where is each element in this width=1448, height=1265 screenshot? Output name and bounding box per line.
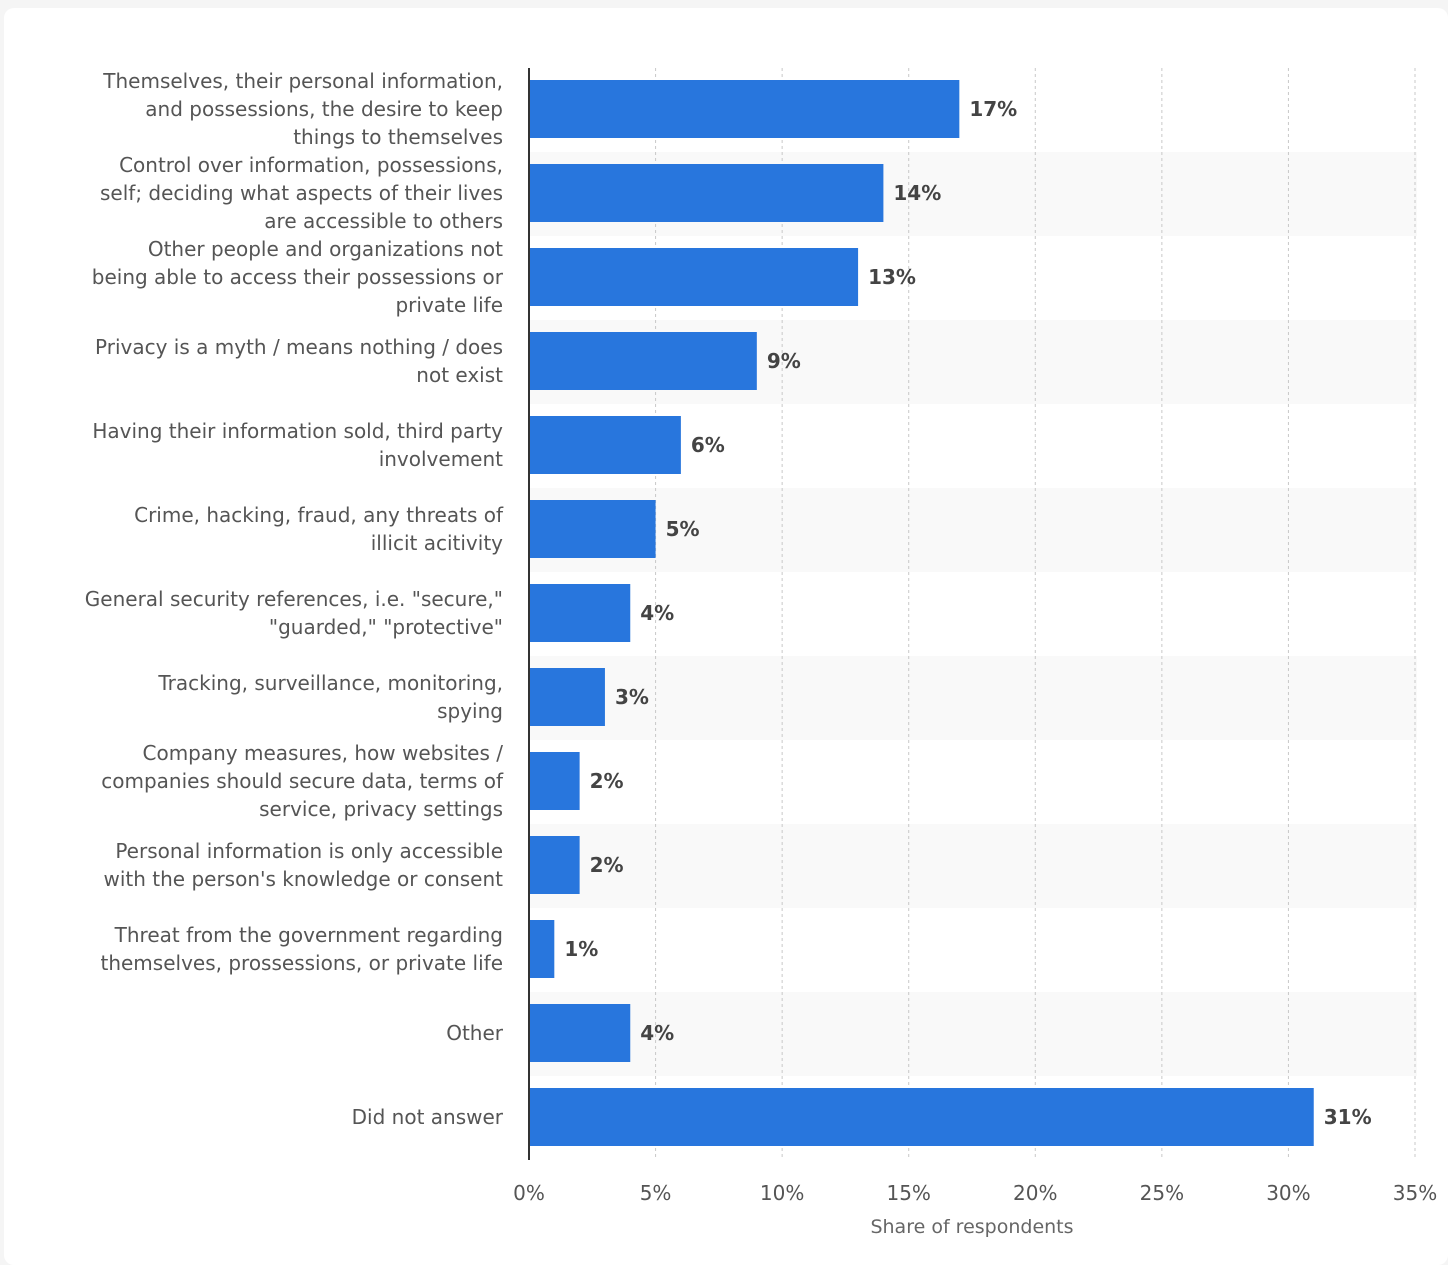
x-tick-labels: 0% 5% 10% 15% 20% 25% 30% 35% <box>513 1181 1437 1205</box>
value-label: 3% <box>615 685 649 709</box>
category-label: Other <box>446 1021 504 1045</box>
bar[interactable] <box>529 164 884 222</box>
bar[interactable] <box>529 1004 631 1062</box>
x-tick-label: 30% <box>1266 1181 1310 1205</box>
category-labels: Themselves, their personal information, a… <box>85 69 504 1129</box>
value-labels: 17% 14% 13% 9% 6% 5% 4% 3% 2% 2% 1% 4% 31% <box>564 97 1371 1129</box>
category-label: General security references, i.e. "secur… <box>85 587 503 639</box>
category-label: Company measures, how websites / companie… <box>101 741 504 821</box>
row-band <box>529 824 1417 908</box>
value-label: 17% <box>969 97 1017 121</box>
value-label: 4% <box>640 601 674 625</box>
bar[interactable] <box>529 332 757 390</box>
category-label: Privacy is a myth / means nothing / does… <box>95 335 503 387</box>
category-label: Having their information sold, third par… <box>92 419 503 471</box>
row-band <box>529 488 1417 572</box>
category-label: Tracking, surveillance, monitoring, spyin… <box>157 671 503 723</box>
category-label: Control over information, possessions, se… <box>100 153 503 233</box>
category-label: Did not answer <box>352 1105 504 1129</box>
bars <box>529 80 1314 1146</box>
value-label: 9% <box>767 349 801 373</box>
bar[interactable] <box>529 248 859 306</box>
x-tick-label: 10% <box>760 1181 804 1205</box>
bar[interactable] <box>529 752 580 810</box>
x-tick-label: 5% <box>640 1181 672 1205</box>
x-tick-label: 0% <box>513 1181 545 1205</box>
category-label: Threat from the government regarding them… <box>100 923 503 975</box>
category-label: Personal information is only accessible w… <box>103 839 503 891</box>
value-label: 13% <box>868 265 916 289</box>
value-label: 2% <box>590 769 624 793</box>
x-tick-label: 35% <box>1393 1181 1437 1205</box>
row-band <box>529 656 1417 740</box>
bar[interactable] <box>529 836 580 894</box>
bar[interactable] <box>529 584 631 642</box>
bar[interactable] <box>529 668 605 726</box>
bar[interactable] <box>529 500 656 558</box>
bar[interactable] <box>529 416 681 474</box>
row-bands <box>529 152 1417 1076</box>
value-label: 14% <box>893 181 941 205</box>
row-band <box>529 992 1417 1076</box>
x-tick-label: 25% <box>1140 1181 1184 1205</box>
value-label: 2% <box>590 853 624 877</box>
bar[interactable] <box>529 80 960 138</box>
value-label: 4% <box>640 1021 674 1045</box>
category-label: Other people and organizations not being … <box>92 237 504 317</box>
value-label: 1% <box>564 937 598 961</box>
bar[interactable] <box>529 1088 1314 1146</box>
value-label: 31% <box>1324 1105 1372 1129</box>
value-label: 6% <box>691 433 725 457</box>
x-tick-label: 20% <box>1013 1181 1057 1205</box>
value-label: 5% <box>666 517 700 541</box>
x-tick-label: 15% <box>886 1181 930 1205</box>
category-label: Crime, hacking, fraud, any threats of ill… <box>134 503 504 555</box>
bar[interactable] <box>529 920 555 978</box>
x-axis-title: Share of respondents <box>870 1216 1073 1238</box>
category-label: Themselves, their personal information, a… <box>102 69 503 149</box>
